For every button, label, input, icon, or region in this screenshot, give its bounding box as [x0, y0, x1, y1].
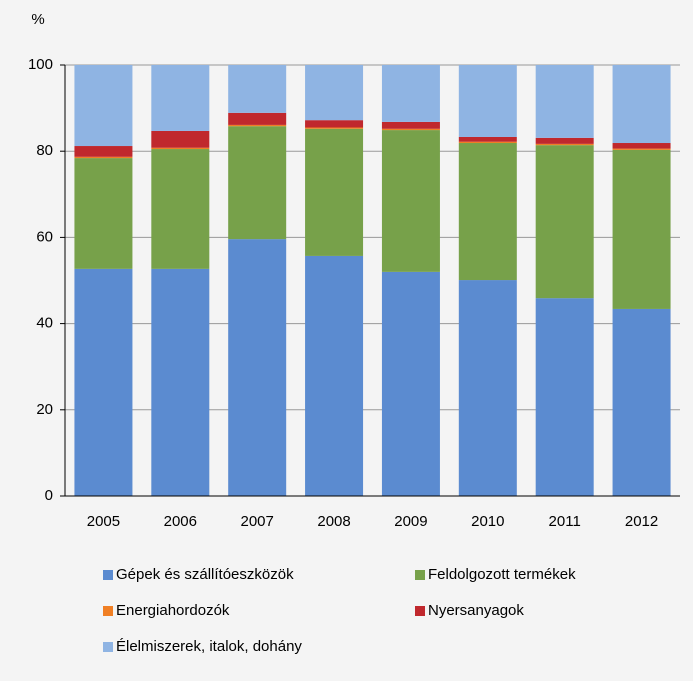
- bar-segment: [612, 149, 671, 309]
- bar-segment: [535, 137, 594, 144]
- bar-segment: [381, 271, 440, 496]
- legend-swatch: [415, 606, 425, 616]
- legend-swatch: [103, 606, 113, 616]
- x-tick-label: 2011: [549, 513, 581, 530]
- bar-segment: [151, 147, 210, 150]
- y-tick-label: 20: [36, 401, 53, 418]
- bar-segment: [612, 148, 671, 150]
- bar-segment: [74, 158, 133, 269]
- bar-segment: [74, 268, 133, 496]
- bar-segment: [151, 65, 210, 131]
- bar-segment: [305, 65, 364, 121]
- y-tick-label: 80: [36, 142, 53, 159]
- bar-segment: [535, 298, 594, 496]
- x-tick-label: 2008: [317, 513, 350, 530]
- bar-segment: [151, 130, 210, 148]
- bar-segment: [305, 120, 364, 128]
- bar-segment: [228, 124, 287, 127]
- bar-segment: [228, 112, 287, 125]
- y-tick-label: 0: [45, 487, 53, 504]
- x-tick-label: 2006: [164, 513, 197, 530]
- bar-segment: [458, 143, 517, 281]
- bar-segment: [381, 121, 440, 129]
- bar-segment: [458, 280, 517, 496]
- y-tick-label: 40: [36, 315, 53, 332]
- legend-label: Feldolgozott termékek: [428, 566, 576, 583]
- legend-label: Gépek és szállítóeszközök: [116, 566, 294, 583]
- x-tick-label: 2012: [625, 513, 658, 530]
- bar-segment: [381, 128, 440, 131]
- bar-segment: [458, 65, 517, 137]
- legend-label: Nyersanyagok: [428, 602, 524, 619]
- legend-swatch: [103, 570, 113, 580]
- bar-segment: [305, 255, 364, 496]
- bar-segment: [381, 130, 440, 272]
- bar-segment: [305, 127, 364, 129]
- y-tick-label: 100: [28, 56, 53, 73]
- bar-segment: [535, 65, 594, 138]
- bar-segment: [74, 156, 133, 159]
- bar-segment: [74, 146, 133, 157]
- x-tick-label: 2009: [394, 513, 427, 530]
- bar-segment: [458, 141, 517, 144]
- bar-segment: [305, 128, 364, 256]
- x-tick-label: 2005: [87, 513, 120, 530]
- bar-segment: [151, 268, 210, 496]
- bar-segment: [612, 65, 671, 144]
- legend-label: Energiahordozók: [116, 602, 230, 619]
- bar-segment: [228, 239, 287, 496]
- bar-segment: [74, 65, 133, 147]
- x-tick-label: 2010: [471, 513, 504, 530]
- y-axis-label: %: [31, 11, 44, 28]
- bar-segment: [612, 143, 671, 149]
- bar-segment: [228, 65, 287, 113]
- legend-label: Élelmiszerek, italok, dohány: [116, 638, 302, 655]
- bar-segment: [151, 149, 210, 269]
- bar-segment: [228, 126, 287, 240]
- legend-swatch: [103, 642, 113, 652]
- bar-segment: [535, 145, 594, 299]
- x-tick-label: 2007: [241, 513, 274, 530]
- bar-segment: [612, 308, 671, 496]
- legend-swatch: [415, 570, 425, 580]
- bar-segment: [535, 143, 594, 146]
- bar-segment: [381, 65, 440, 122]
- bar-segment: [458, 136, 517, 142]
- y-tick-label: 60: [36, 228, 53, 245]
